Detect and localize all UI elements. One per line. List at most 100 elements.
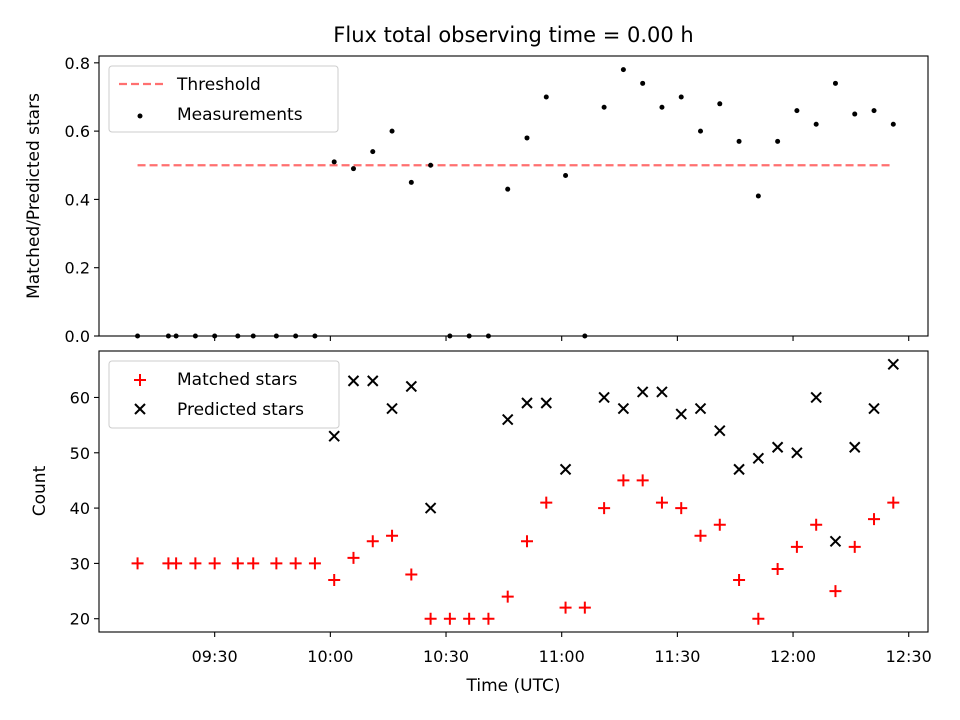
- matched-star-point: [366, 535, 379, 548]
- x-tick-label: 10:00: [307, 647, 353, 666]
- measurement-point: [370, 149, 376, 155]
- matched-legend-label: Matched stars: [177, 370, 297, 390]
- measurement-point: [620, 67, 626, 73]
- matched-star-point: [347, 551, 360, 564]
- matched-star-point: [405, 568, 418, 581]
- predicted-star-point: [849, 441, 861, 453]
- measurement-point: [524, 135, 530, 141]
- matched-star-point: [424, 612, 437, 625]
- measurement-point: [250, 333, 256, 339]
- measurement-point: [813, 121, 819, 127]
- measurement-point: [678, 94, 684, 100]
- y-tick-label: 50: [70, 444, 90, 463]
- measurement-point: [794, 108, 800, 114]
- matched-star-point: [868, 513, 881, 526]
- measurements-legend-label: Measurements: [177, 105, 303, 125]
- y-tick-label: 30: [70, 554, 90, 573]
- predicted-star-point: [598, 391, 610, 404]
- matched-star-point: [578, 601, 591, 614]
- measurement-point: [389, 128, 395, 134]
- y-tick-label: 20: [70, 610, 90, 629]
- predicted-star-point: [810, 391, 822, 404]
- matched-star-point: [443, 612, 456, 625]
- top-plot-frame: [98, 55, 929, 337]
- measurement-point: [273, 333, 279, 339]
- x-tick-label: 10:30: [423, 647, 469, 666]
- measurement-point: [582, 333, 588, 339]
- x-tick-label: 12:30: [886, 647, 932, 666]
- matched-star-point: [675, 502, 688, 515]
- measurement-point: [312, 333, 318, 339]
- y-tick-label: 0.6: [65, 122, 90, 141]
- measurement-point: [350, 166, 356, 172]
- matched-star-point: [713, 518, 726, 531]
- y-tick-label: 0.8: [65, 54, 90, 73]
- matched-star-point: [270, 557, 283, 570]
- matched-star-point: [131, 557, 144, 570]
- y-tick-label: 0.0: [65, 327, 90, 346]
- matched-star-point: [189, 557, 202, 570]
- matched-star-point: [887, 496, 900, 509]
- measurements-legend-swatch: [137, 113, 143, 119]
- predicted-star-point: [714, 424, 726, 437]
- threshold-legend-label: Threshold: [176, 75, 261, 95]
- matched-star-point: [170, 557, 183, 570]
- top-legend: Threshold Measurements: [108, 65, 339, 133]
- matched-star-point: [289, 557, 302, 570]
- predicted-star-point: [887, 358, 900, 370]
- predicted-star-point: [656, 386, 668, 398]
- matched-star-point: [247, 557, 260, 570]
- predicted-star-point: [405, 380, 418, 393]
- matched-legend-swatch: [134, 374, 146, 386]
- matched-star-point: [655, 496, 668, 509]
- measurement-point: [543, 94, 549, 100]
- measurement-point: [428, 162, 434, 168]
- matched-star-point: [752, 612, 765, 625]
- measurement-point: [601, 104, 607, 110]
- measurement-point: [852, 111, 858, 117]
- measurement-point: [736, 138, 742, 144]
- predicted-star-point: [502, 413, 514, 426]
- y-tick-label: 0.4: [65, 190, 90, 209]
- matched-star-point: [559, 601, 572, 614]
- measurement-point: [698, 128, 704, 134]
- predicted-legend-label: Predicted stars: [177, 400, 304, 420]
- predicted-star-point: [559, 463, 572, 476]
- predicted-star-point: [868, 402, 880, 415]
- predicted-star-point: [328, 430, 340, 442]
- y-tick-label: 0.2: [65, 259, 90, 278]
- measurement-point: [775, 138, 781, 144]
- predicted-star-point: [733, 463, 745, 476]
- predicted-star-point: [771, 441, 784, 453]
- measurement-point: [485, 333, 491, 339]
- matched-star-point: [617, 474, 630, 487]
- x-tick-label: 11:30: [654, 647, 700, 666]
- measurement-point: [717, 101, 723, 107]
- matched-star-point: [810, 518, 823, 531]
- measurement-point: [466, 333, 472, 339]
- bottom-panel: Count Time (UTC) 20 30 40 50 60 09:30 10:00 10…: [30, 350, 932, 696]
- x-tick-label: 11:00: [539, 647, 585, 666]
- y-tick-label: 60: [70, 388, 90, 407]
- matched-star-point: [733, 574, 746, 587]
- predicted-star-point: [617, 402, 630, 415]
- predicted-star-point: [386, 402, 398, 415]
- top-panel: Matched/Predicted stars 0.00.20.40.60.8 …: [24, 54, 929, 346]
- predicted-star-point: [675, 408, 687, 420]
- measurement-point: [563, 173, 569, 179]
- measurement-point: [135, 333, 141, 339]
- x-tick-label: 09:30: [192, 647, 238, 666]
- y-tick-label: 40: [70, 499, 90, 518]
- bottom-legend-box: [108, 360, 340, 429]
- measurement-point: [235, 333, 241, 339]
- predicted-star-point: [521, 397, 533, 409]
- matched-star-point: [501, 590, 514, 603]
- measurement-point: [832, 80, 838, 86]
- measurement-point: [165, 333, 171, 339]
- measurement-point: [173, 333, 179, 339]
- matched-star-point: [231, 557, 244, 570]
- matched-star-point: [463, 612, 476, 625]
- x-tick-label: 12:00: [770, 647, 816, 666]
- matched-star-point: [790, 540, 803, 553]
- chart-title: Flux total observing time = 0.00 h: [333, 23, 693, 47]
